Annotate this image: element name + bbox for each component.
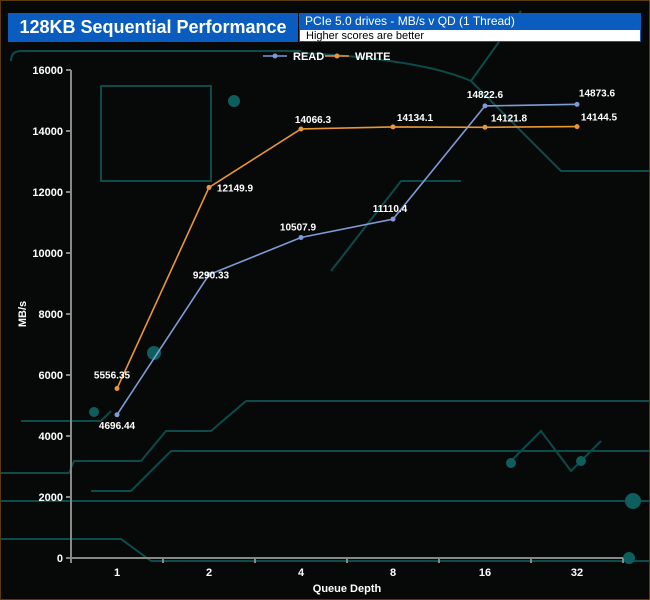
- y-tick-label: 16000: [32, 65, 63, 77]
- series-line: [116, 125, 578, 389]
- x-tick-label: 16: [479, 567, 491, 579]
- legend-item-write: WRITE: [325, 51, 390, 63]
- chart-subtitle: PCIe 5.0 drives - MB/s v QD (1 Thread): [299, 13, 641, 29]
- y-tick-label: 10000: [32, 248, 63, 260]
- y-tick-label: 4000: [39, 431, 63, 443]
- x-tick-label: 32: [571, 567, 583, 579]
- legend-label: WRITE: [355, 51, 390, 63]
- y-tick-label: 6000: [39, 370, 63, 382]
- data-point: [482, 124, 488, 130]
- data-label: 11110.4: [373, 204, 408, 215]
- data-point: [206, 184, 212, 190]
- data-label: 9290.33: [193, 271, 230, 282]
- y-tick-label: 12000: [32, 187, 63, 199]
- y-tick-label: 14000: [32, 126, 63, 138]
- x-tick-label: 2: [206, 567, 212, 579]
- data-point: [390, 216, 396, 222]
- y-tick-label: 2000: [39, 492, 63, 504]
- data-label: 14134.1: [397, 113, 434, 124]
- chart-title: 128KB Sequential Performance: [8, 13, 298, 42]
- data-label: 14144.5: [581, 113, 618, 124]
- x-tick-label: 8: [390, 567, 396, 579]
- data-point: [298, 126, 304, 132]
- x-axis-label: Queue Depth: [313, 583, 382, 595]
- data-label: 4696.44: [99, 421, 136, 432]
- data-label: 14066.3: [295, 115, 332, 126]
- series-line: [116, 103, 578, 416]
- data-label: 10507.9: [280, 223, 317, 234]
- series-write: 5556.35 12149.9 14066.3 14134.1 14121.8 14144…: [94, 113, 618, 392]
- legend-marker: [272, 53, 278, 59]
- data-label: 12149.9: [217, 183, 254, 194]
- data-point: [206, 272, 212, 278]
- data-label: 14873.6: [579, 88, 616, 99]
- legend-label: READ: [293, 51, 324, 63]
- data-point: [482, 103, 488, 109]
- data-point: [298, 235, 304, 241]
- x-tick-label: 1: [114, 567, 120, 579]
- data-label: 14822.6: [467, 90, 504, 101]
- data-point: [574, 124, 580, 130]
- y-axis-label: MB/s: [17, 301, 29, 327]
- legend-marker: [334, 53, 340, 59]
- data-point: [574, 101, 580, 107]
- data-point: [114, 412, 120, 418]
- y-tick-label: 8000: [39, 309, 63, 321]
- data-label: 5556.35: [94, 371, 131, 382]
- series-read: 4696.44 9290.33 10507.9 11110.4 14822.6 14873…: [99, 88, 616, 431]
- legend-item-read: READ: [263, 51, 324, 63]
- data-point: [114, 386, 120, 392]
- data-label: 14121.8: [491, 113, 528, 124]
- x-tick-label: 4: [298, 567, 305, 579]
- data-point: [390, 124, 396, 130]
- chart-note: Higher scores are better: [299, 29, 641, 42]
- y-tick-label: 0: [57, 553, 63, 565]
